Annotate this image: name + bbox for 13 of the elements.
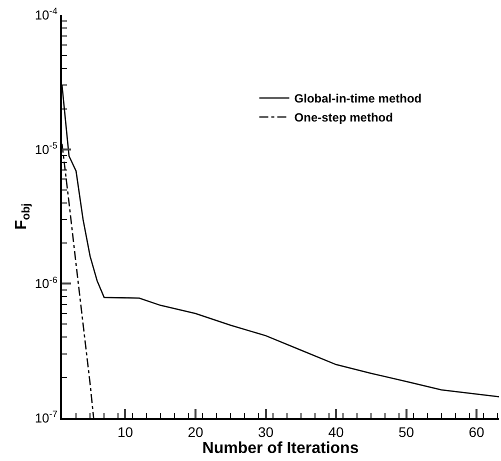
- y-tick-label: 10$^{-7}$: [34, 409, 58, 426]
- y-tick-label: 10$^{-5}$: [34, 140, 58, 157]
- x-axis-title: Number of Iterations: [202, 440, 359, 457]
- x-tick-label: 60: [468, 424, 485, 440]
- legend-label: One-step method: [294, 110, 393, 125]
- x-tick-label: 30: [258, 424, 274, 440]
- x-tick-label: 20: [188, 424, 204, 440]
- x-tick-label: 40: [328, 424, 344, 440]
- y-tick-label: 10$^{-4}$: [34, 6, 58, 23]
- y-tick-label: 10$^{-6}$: [34, 274, 58, 292]
- x-tick-label: 10: [117, 424, 134, 440]
- x-tick-label: 50: [398, 424, 414, 440]
- legend-label: Global-in-time method: [294, 92, 422, 106]
